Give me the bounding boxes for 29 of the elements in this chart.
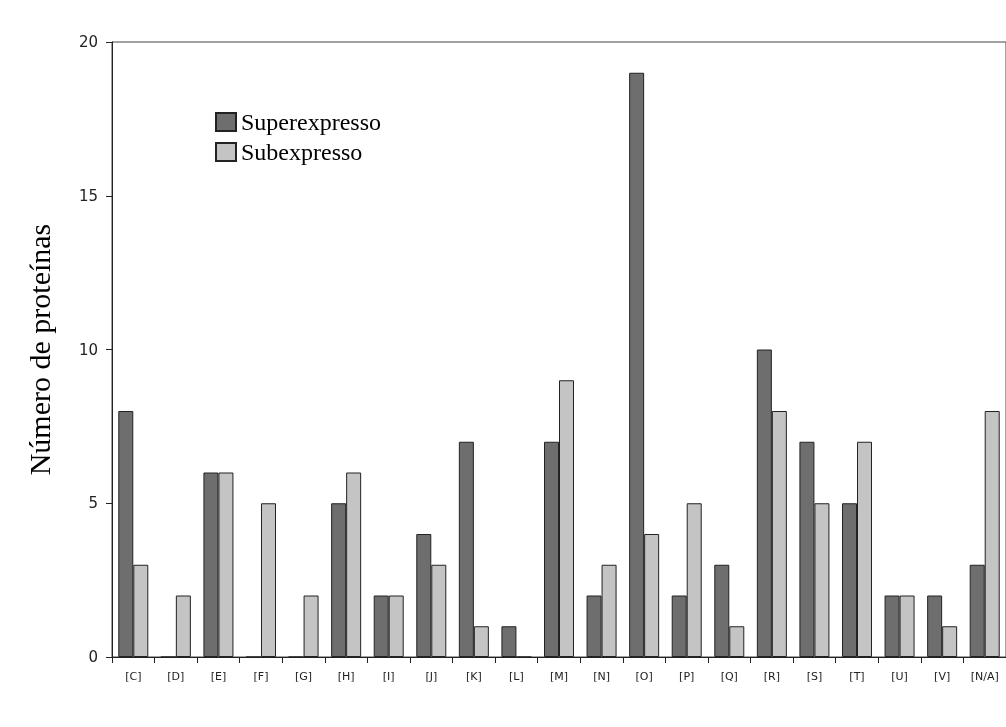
x-tick-label: [V] bbox=[934, 670, 951, 683]
x-tick-label: [G] bbox=[295, 670, 313, 683]
x-tick-label: [L] bbox=[509, 670, 524, 683]
legend-label: Superexpresso bbox=[241, 109, 381, 135]
x-tick-label: [E] bbox=[210, 670, 227, 683]
x-tick-label: [O] bbox=[635, 670, 653, 683]
y-tick-label: 20 bbox=[78, 33, 98, 51]
x-tick-label: [Q] bbox=[720, 670, 738, 683]
y-tick-label: 10 bbox=[78, 340, 98, 359]
x-tick-label: [S] bbox=[806, 670, 823, 683]
x-tick-label: [N/A] bbox=[970, 670, 999, 683]
x-tick-label: [F] bbox=[253, 670, 269, 683]
x-tick-label: [C] bbox=[125, 670, 142, 683]
x-tick-label: [U] bbox=[891, 670, 908, 683]
y-tick-label: 5 bbox=[88, 494, 98, 513]
x-tick-label: [D] bbox=[167, 670, 185, 683]
x-tick-label: [J] bbox=[425, 670, 438, 683]
x-tick-label: [I] bbox=[382, 670, 395, 683]
x-tick-label: [P] bbox=[679, 670, 695, 683]
y-axis-title: Número de proteínas bbox=[22, 223, 56, 476]
x-tick-label: [M] bbox=[549, 670, 569, 683]
y-tick-label: 0 bbox=[88, 648, 98, 666]
x-tick-label: [K] bbox=[465, 670, 482, 683]
y-tick-label: 15 bbox=[78, 186, 98, 205]
legend-label: Subexpresso bbox=[241, 139, 363, 165]
x-tick-label: [T] bbox=[849, 670, 865, 683]
x-tick-label: [H] bbox=[337, 670, 355, 683]
x-tick-label: [R] bbox=[763, 670, 780, 683]
x-tick-label: [N] bbox=[593, 670, 610, 683]
